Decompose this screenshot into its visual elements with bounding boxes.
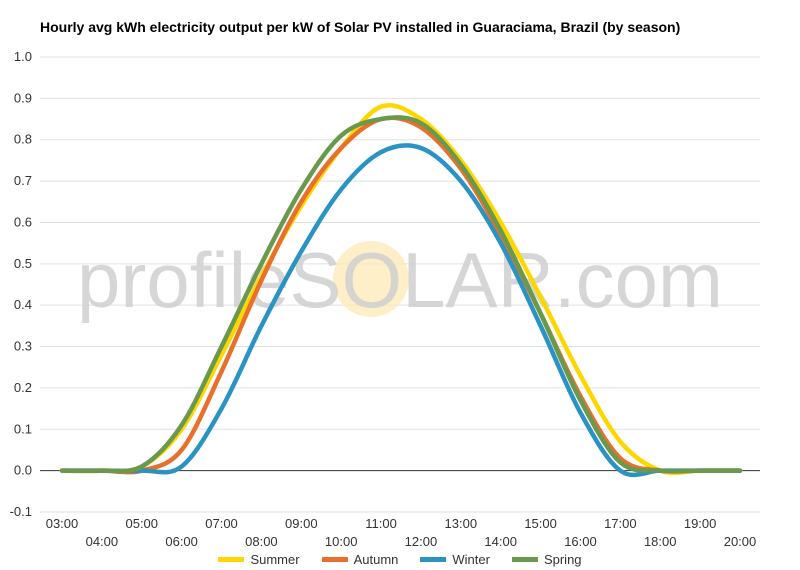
legend-item-winter: Winter [420,552,490,567]
x-tick-label: 03:00 [46,516,79,531]
x-tick-label: 16:00 [564,534,597,549]
y-tick-label: 0.9 [14,90,32,105]
y-tick-label: 0.1 [14,421,32,436]
legend-label: Spring [543,551,582,567]
x-tick-label: 05:00 [125,516,158,531]
x-tick-label: 13:00 [445,516,478,531]
x-tick-label: 04:00 [86,534,119,549]
legend-item-autumn: Autumn [321,551,399,567]
series-line-winter [59,143,743,478]
x-tick-label: 18:00 [644,534,677,549]
legend-swatch [321,556,348,562]
y-tick-label: 0.7 [14,173,32,188]
legend-swatch [420,556,447,562]
y-tick-label: 0.3 [14,339,32,354]
y-tick-label: 0.4 [14,297,32,312]
x-tick-label: 09:00 [285,516,318,531]
x-tick-label: 15:00 [524,516,557,531]
watermark: profileSOLAR.com [77,236,723,324]
legend-item-summer: Summer [218,551,300,567]
y-tick-label: 0.8 [14,132,32,147]
x-tick-label: 07:00 [205,516,238,531]
legend-swatch [511,556,538,562]
legend-label: Autumn [353,551,399,567]
x-tick-label: 06:00 [165,534,198,549]
chart-title: Hourly avg kWh electricity output per kW… [40,19,681,35]
x-tick-label: 14:00 [484,534,517,549]
watermark-sun-icon [333,241,409,317]
x-tick-label: 20:00 [724,534,757,549]
watermark-part: .com [554,236,723,324]
x-tick-label: 17:00 [604,516,637,531]
legend-swatch [218,556,245,562]
y-tick-label: 0.5 [14,256,32,271]
y-tick-label: 0.6 [14,214,32,229]
series-line-summer [59,103,743,476]
x-tick-label: 12:00 [405,534,438,549]
legend-item-spring: Spring [511,551,582,567]
legend-label: Winter [452,551,490,567]
x-tick-label: 10:00 [325,534,358,549]
chart-legend: Summer Autumn Winter Spring [0,550,800,568]
y-tick-label: -0.1 [10,504,32,519]
x-tick-label: 11:00 [365,516,397,531]
x-tick-label: 19:00 [684,516,717,531]
legend-label: Summer [250,551,300,567]
y-tick-label: 0.0 [14,463,32,478]
y-tick-label: 0.2 [14,380,32,395]
y-tick-label: 1.0 [14,49,32,64]
series-line-spring [59,115,743,474]
chart-plot-area: -0.1 0.0 0.1 0.2 0.3 0.4 0.5 0.6 0.7 0.8 0.9 1.0 03:… [10,49,760,549]
x-tick-label: 08:00 [245,534,278,549]
